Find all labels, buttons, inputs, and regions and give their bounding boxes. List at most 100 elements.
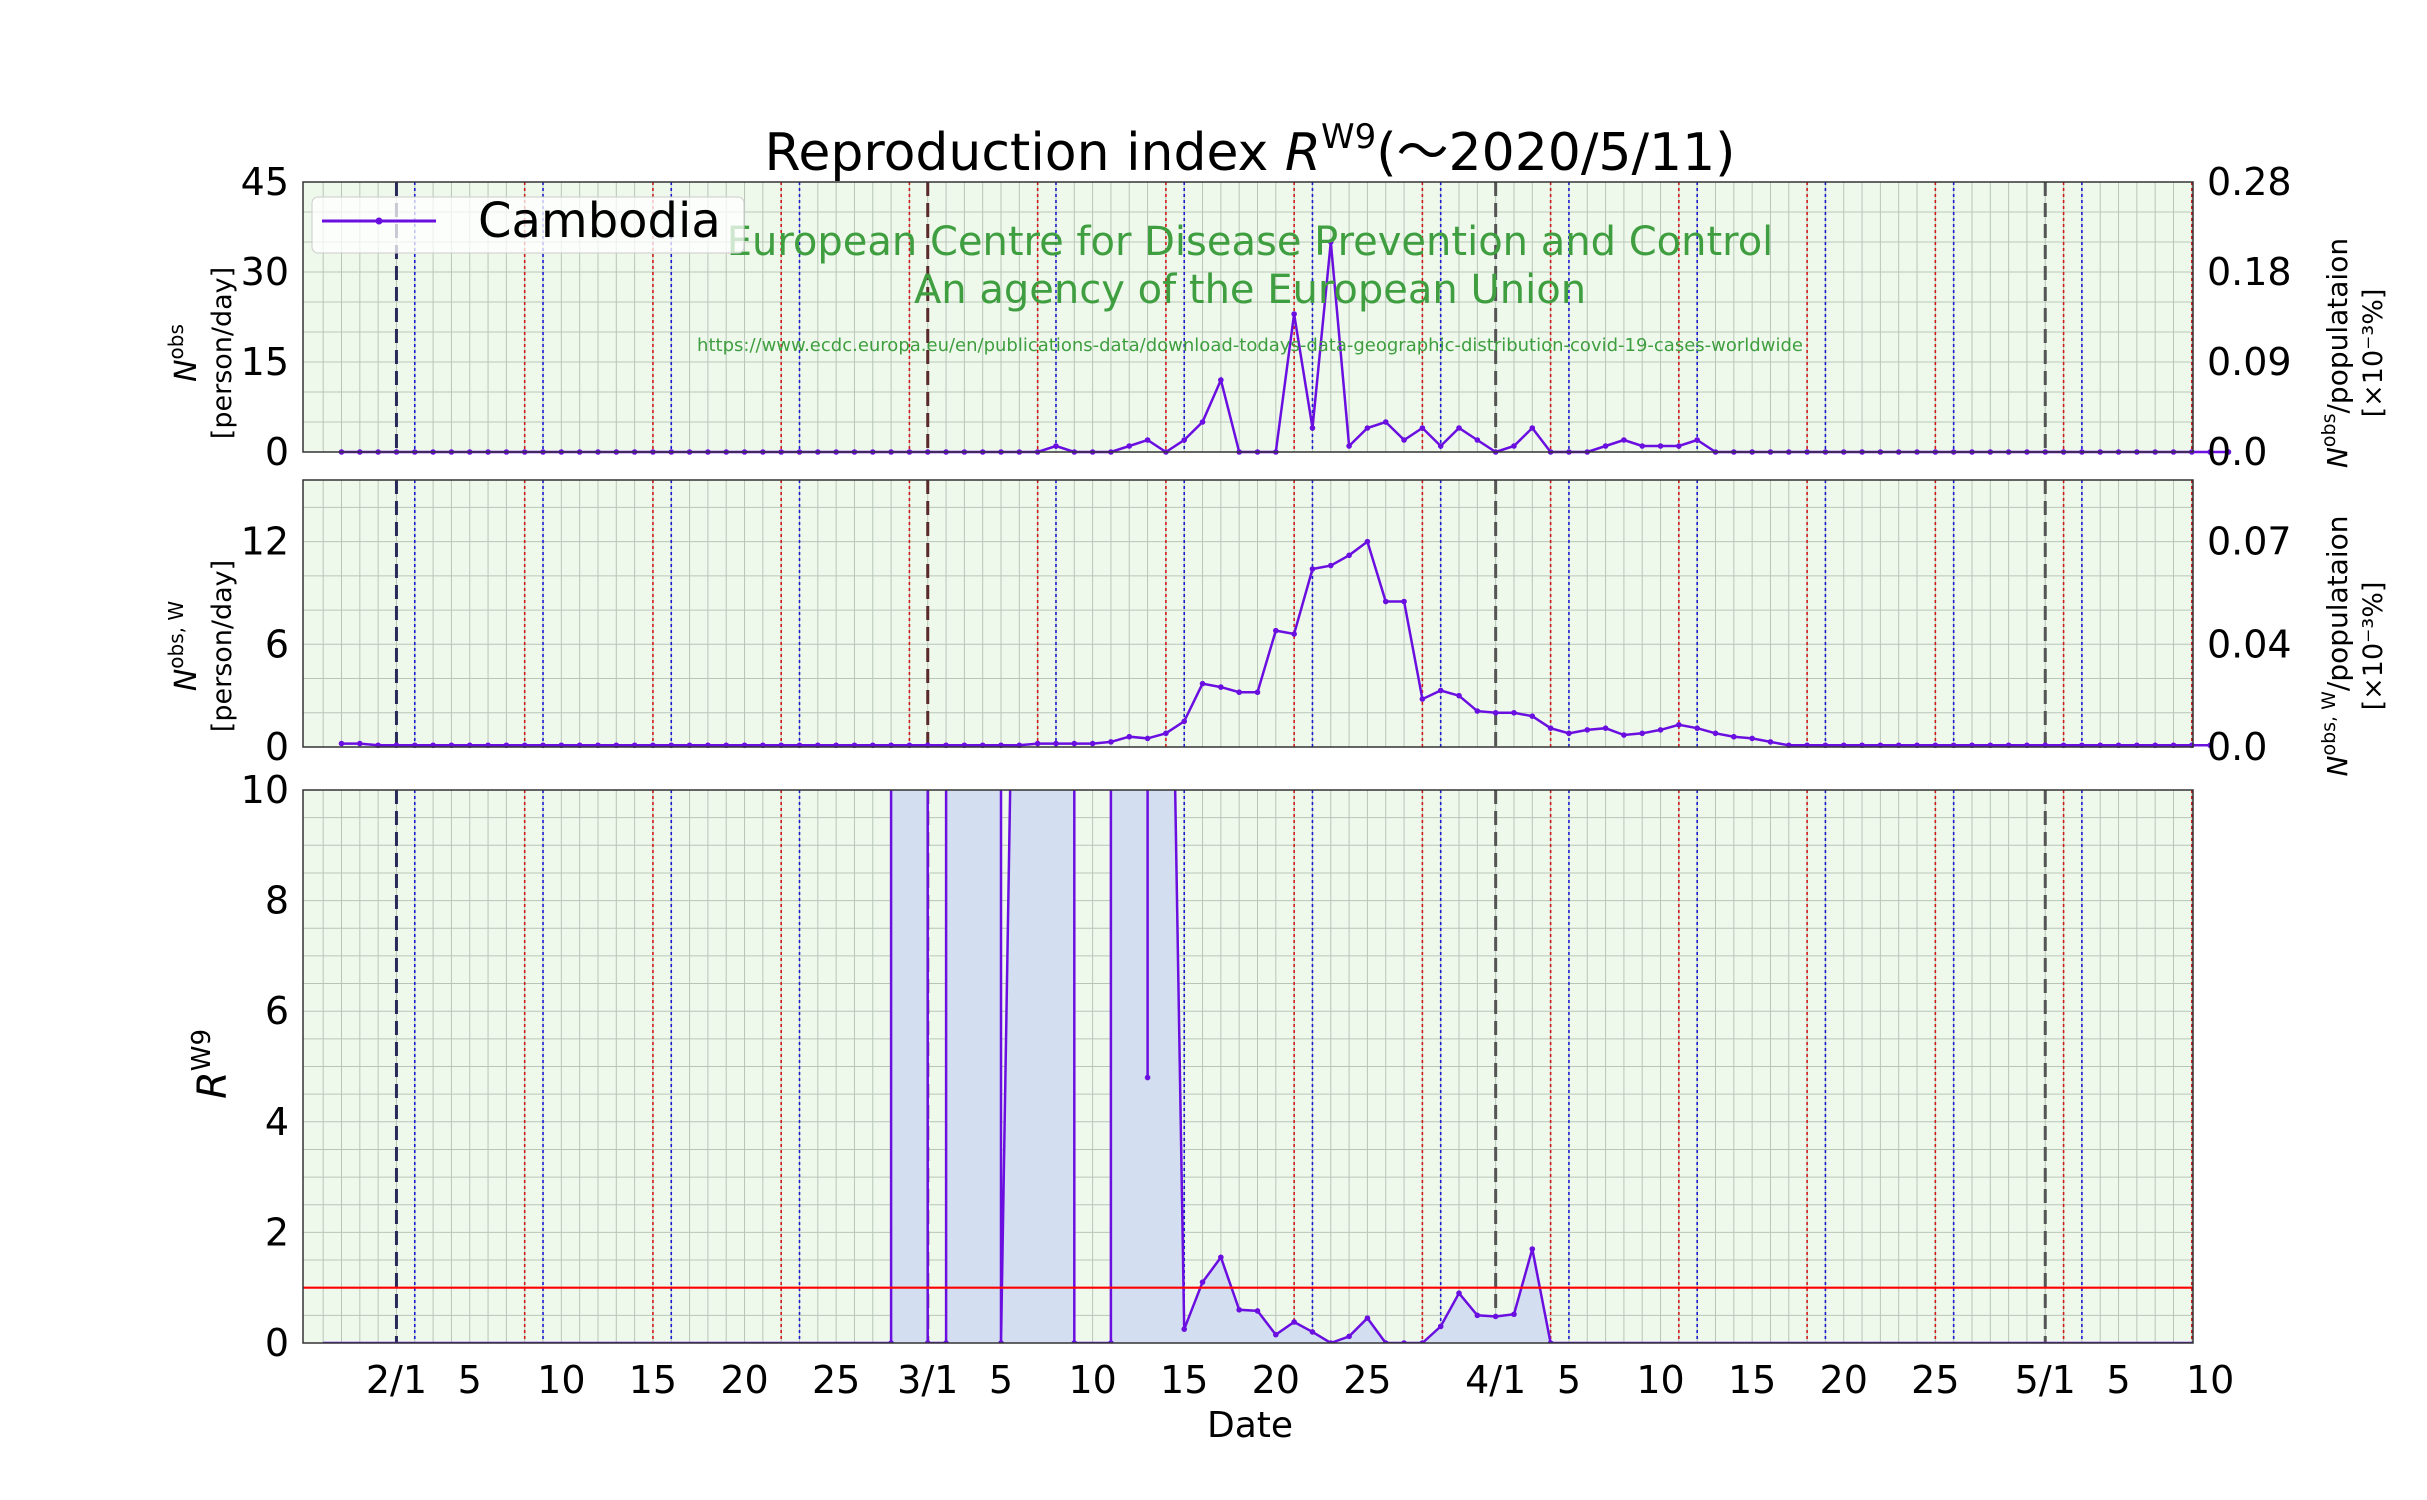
panel-2-point bbox=[1126, 733, 1133, 740]
x-tick-label: 20 bbox=[1820, 1358, 1868, 1402]
panel3-ylabel-main: R bbox=[190, 1071, 236, 1099]
panel-2-point bbox=[1529, 713, 1536, 719]
panel-3-point bbox=[1291, 1319, 1297, 1325]
panel-2-point bbox=[1584, 727, 1591, 733]
panel2-yunit: [person/day] bbox=[207, 560, 238, 732]
panel-1-point bbox=[1346, 443, 1352, 449]
panel-1-point bbox=[1218, 377, 1224, 383]
panel-1-point bbox=[1144, 437, 1151, 443]
x-tick-label: 3/1 bbox=[897, 1358, 958, 1402]
panel-2-point bbox=[338, 740, 345, 747]
panel-1-point bbox=[1053, 443, 1059, 449]
x-tick-label: 2/1 bbox=[366, 1358, 427, 1402]
panel-2-point bbox=[1199, 680, 1206, 687]
panel-3-point bbox=[1437, 1323, 1444, 1330]
x-tick-label: 5/1 bbox=[2015, 1358, 2076, 1402]
panel-1-point bbox=[1621, 437, 1627, 443]
panel-3-series-group bbox=[303, 790, 2193, 1343]
panel-3-point bbox=[1273, 1331, 1279, 1338]
panel-1-point bbox=[2225, 449, 2232, 455]
panel-2-point bbox=[1218, 684, 1224, 690]
panel3-ylabel-sup: W9 bbox=[187, 1029, 217, 1071]
panel-1-point bbox=[1676, 443, 1682, 449]
panel2-ylabel: Nobs, W bbox=[164, 601, 204, 692]
panel-2-point bbox=[1327, 562, 1334, 569]
panel-3-ytick-label: 0 bbox=[265, 1321, 289, 1365]
panel1-ylabel-main: N bbox=[169, 359, 204, 381]
panel-1-ytick-label: 0 bbox=[265, 430, 289, 474]
panel-1-point bbox=[1181, 437, 1188, 443]
watermark-line2: An agency of the European Union bbox=[914, 267, 1586, 313]
panel-1-point bbox=[1529, 425, 1536, 431]
panel-3-point bbox=[1236, 1307, 1242, 1313]
x-tick-label: 15 bbox=[1160, 1358, 1208, 1402]
panel-2-point bbox=[1657, 727, 1664, 733]
panel-3-ytick-label: 10 bbox=[241, 768, 289, 812]
watermark-line1: European Centre for Disease Prevention a… bbox=[727, 219, 1774, 265]
panel-1-right-ytick-label: 0.09 bbox=[2207, 340, 2292, 384]
panel-3-ytick-label: 4 bbox=[265, 1100, 289, 1144]
x-tick-label: 5 bbox=[458, 1358, 482, 1402]
panel-3-point bbox=[1346, 1333, 1352, 1340]
x-tick-label: 10 bbox=[1068, 1358, 1116, 1402]
x-tick-label: 25 bbox=[1911, 1358, 1959, 1402]
panel-2-point bbox=[1566, 730, 1572, 737]
panel2-right-main: N bbox=[2321, 756, 2354, 777]
panel-1-right-ytick-label: 0.0 bbox=[2207, 430, 2267, 474]
panel-2-background bbox=[303, 480, 2193, 747]
panel-2-point bbox=[1621, 732, 1627, 738]
panel1-right-tail: /populataion bbox=[2321, 238, 2354, 414]
x-axis-label: Date bbox=[1207, 1405, 1293, 1446]
panel-1-right-ytick-label: 0.28 bbox=[2207, 160, 2292, 204]
panel-1-point bbox=[1694, 437, 1700, 443]
x-tick-label: 10 bbox=[2186, 1358, 2234, 1402]
panel-1-ytick-label: 30 bbox=[241, 250, 289, 294]
panel1-right-unit: [×10⁻³%] bbox=[2358, 289, 2389, 418]
panel-2-point bbox=[1511, 709, 1517, 716]
panel-3-point bbox=[1144, 1074, 1151, 1081]
panel-3-point bbox=[1492, 1313, 1499, 1320]
x-tick-label: 10 bbox=[537, 1358, 585, 1402]
panel-1-point bbox=[1199, 419, 1206, 425]
panel-2-point bbox=[1456, 692, 1462, 699]
panel-2-right-ytick-label: 0.0 bbox=[2207, 725, 2267, 769]
panel-2-ytick-label: 0 bbox=[265, 725, 289, 769]
x-tick-label: 25 bbox=[1343, 1358, 1391, 1402]
panel-1-ytick-label: 45 bbox=[241, 160, 289, 204]
title-tail: (〜2020/5/11) bbox=[1376, 123, 1735, 183]
legend-box bbox=[311, 196, 745, 254]
x-tick-label: 4/1 bbox=[1465, 1358, 1526, 1402]
panel2-right-sup: obs, W bbox=[2318, 691, 2340, 756]
x-tick-label: 15 bbox=[629, 1358, 677, 1402]
panel-2-point bbox=[1767, 739, 1774, 745]
panel-1-frame bbox=[302, 181, 2194, 453]
panel-3-point bbox=[1254, 1308, 1261, 1314]
panel-3-point bbox=[1456, 1290, 1462, 1297]
legend-label: Cambodia bbox=[478, 193, 721, 249]
panel2-right-unit: [×10⁻³%] bbox=[2358, 582, 2389, 711]
panel-3-frame bbox=[302, 789, 2194, 1344]
panel-1-point bbox=[1364, 425, 1371, 431]
title-sup: W9 bbox=[1321, 117, 1376, 157]
panel-1-point bbox=[1602, 443, 1609, 449]
panel-1-point bbox=[1401, 437, 1407, 443]
panel-3-point bbox=[1511, 1311, 1517, 1318]
panel-3-point bbox=[1529, 1246, 1536, 1252]
panel-1-point bbox=[1639, 443, 1646, 449]
x-tick-label: 5 bbox=[1557, 1358, 1581, 1402]
panel-2-point bbox=[2207, 742, 2213, 749]
panel2-ylabel-main: N bbox=[169, 669, 204, 691]
panel-2-point bbox=[1712, 730, 1719, 737]
panel1-right-sup: obs bbox=[2318, 414, 2340, 448]
panel-2-point bbox=[1108, 739, 1114, 745]
panel-1-right-ytick-label: 0.18 bbox=[2207, 250, 2292, 294]
panel-2-point bbox=[1181, 718, 1188, 725]
panel3-ylabel: RW9 bbox=[187, 1029, 236, 1099]
panel-3-point bbox=[1199, 1279, 1206, 1285]
panel-3-ytick-label: 6 bbox=[265, 989, 289, 1033]
panel-1-point bbox=[1382, 419, 1389, 425]
panel-2-point bbox=[1291, 631, 1297, 637]
panel-2-point bbox=[1492, 709, 1499, 716]
